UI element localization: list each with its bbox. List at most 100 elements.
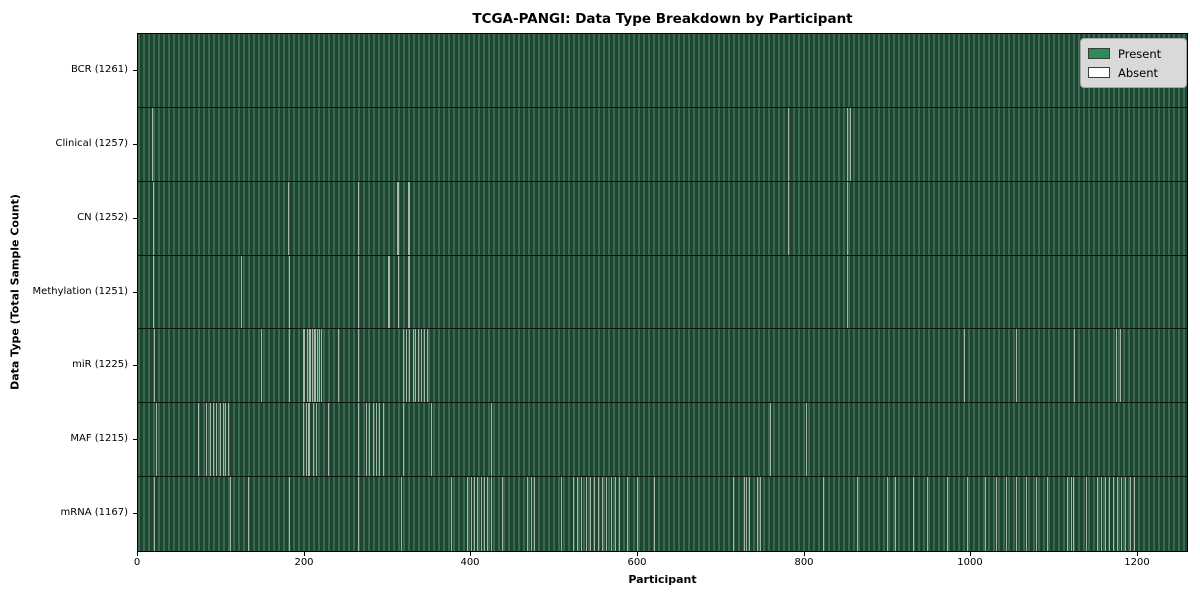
- absent-mark: [1097, 477, 1099, 551]
- x-tick: [1137, 552, 1138, 556]
- absent-mark: [598, 477, 600, 551]
- absent-mark: [382, 403, 384, 477]
- absent-mark: [1015, 329, 1017, 403]
- absent-mark: [1108, 477, 1110, 551]
- absent-mark: [153, 329, 155, 403]
- absent-mark: [402, 403, 404, 477]
- absent-mark: [387, 255, 389, 329]
- absent-mark: [379, 403, 381, 477]
- absent-mark: [487, 477, 489, 551]
- absent-mark: [357, 403, 359, 477]
- absent-mark: [316, 329, 318, 403]
- absent-mark: [398, 181, 400, 255]
- absent-mark: [337, 329, 339, 403]
- legend-label: Absent: [1118, 65, 1159, 80]
- absent-mark: [230, 477, 232, 551]
- absent-mark: [966, 477, 968, 551]
- absent-mark: [261, 329, 263, 403]
- absent-mark: [470, 477, 472, 551]
- absent-mark: [397, 255, 399, 329]
- absent-mark: [212, 403, 214, 477]
- absent-mark: [321, 329, 322, 403]
- absent-mark: [760, 477, 762, 551]
- absent-mark: [1036, 477, 1038, 551]
- absent-mark: [527, 477, 529, 551]
- absent-mark: [1073, 329, 1075, 403]
- y-tick-label-maf: MAF (1215): [70, 433, 128, 444]
- absent-mark: [409, 255, 411, 329]
- absent-mark: [474, 477, 476, 551]
- legend-swatch-icon: [1088, 67, 1110, 78]
- legend-entry: Absent: [1088, 63, 1177, 82]
- absent-mark: [1101, 477, 1103, 551]
- absent-mark: [602, 477, 604, 551]
- absent-mark: [288, 477, 290, 551]
- absent-mark: [222, 403, 224, 477]
- absent-mark: [490, 403, 492, 477]
- absent-mark: [856, 477, 858, 551]
- absent-mark: [1073, 477, 1075, 551]
- absent-mark: [653, 477, 655, 551]
- absent-mark: [886, 477, 888, 551]
- absent-mark: [409, 181, 411, 255]
- legend-entry: Present: [1088, 44, 1177, 63]
- absent-mark: [313, 329, 315, 403]
- absent-mark: [153, 477, 155, 551]
- absent-mark: [1105, 477, 1107, 551]
- absent-mark: [1117, 477, 1119, 551]
- absent-mark: [946, 477, 948, 551]
- absent-mark: [1116, 329, 1118, 403]
- absent-mark: [327, 403, 329, 477]
- x-tick-label: 0: [133, 557, 141, 568]
- row-cn: [138, 181, 1187, 256]
- absent-mark: [219, 403, 221, 477]
- absent-mark: [152, 181, 154, 255]
- absent-mark: [1121, 477, 1123, 551]
- absent-mark: [787, 181, 789, 255]
- absent-mark: [287, 181, 289, 255]
- row-methylation: [138, 255, 1187, 330]
- absent-mark: [311, 329, 313, 403]
- x-tick-label: 200: [294, 557, 314, 568]
- absent-mark: [530, 477, 532, 551]
- absent-mark: [610, 477, 612, 551]
- absent-mark: [407, 181, 409, 255]
- absent-mark: [365, 403, 367, 477]
- absent-mark: [420, 329, 422, 403]
- x-tick: [470, 552, 471, 556]
- absent-mark: [846, 107, 848, 181]
- absent-mark: [224, 403, 226, 477]
- absent-mark: [1067, 477, 1069, 551]
- plot-area: [137, 33, 1188, 552]
- absent-mark: [618, 477, 620, 551]
- absent-mark: [302, 329, 304, 403]
- absent-mark: [756, 477, 758, 551]
- absent-mark: [984, 477, 986, 551]
- absent-mark: [490, 477, 492, 551]
- absent-mark: [560, 477, 562, 551]
- absent-mark: [850, 107, 852, 181]
- legend: Present Absent: [1080, 38, 1187, 88]
- absent-mark: [913, 477, 915, 551]
- absent-mark: [316, 403, 318, 477]
- absent-mark: [369, 403, 371, 477]
- absent-mark: [430, 403, 432, 477]
- row-maf: [138, 403, 1187, 478]
- absent-mark: [606, 477, 608, 551]
- x-tick: [137, 552, 138, 556]
- row-mir: [138, 329, 1187, 404]
- x-axis-label: Participant: [628, 573, 697, 586]
- x-tick-label: 400: [460, 557, 480, 568]
- absent-mark: [216, 403, 218, 477]
- absent-mark: [357, 181, 359, 255]
- absent-mark: [405, 329, 407, 403]
- absent-mark: [307, 403, 309, 477]
- absent-mark: [357, 329, 359, 403]
- x-tick-label: 1000: [957, 557, 983, 568]
- absent-mark: [502, 477, 504, 551]
- absent-mark: [152, 107, 154, 181]
- absent-mark: [389, 255, 391, 329]
- y-tick-label-bcr: BCR (1261): [70, 64, 128, 75]
- absent-mark: [1112, 477, 1114, 551]
